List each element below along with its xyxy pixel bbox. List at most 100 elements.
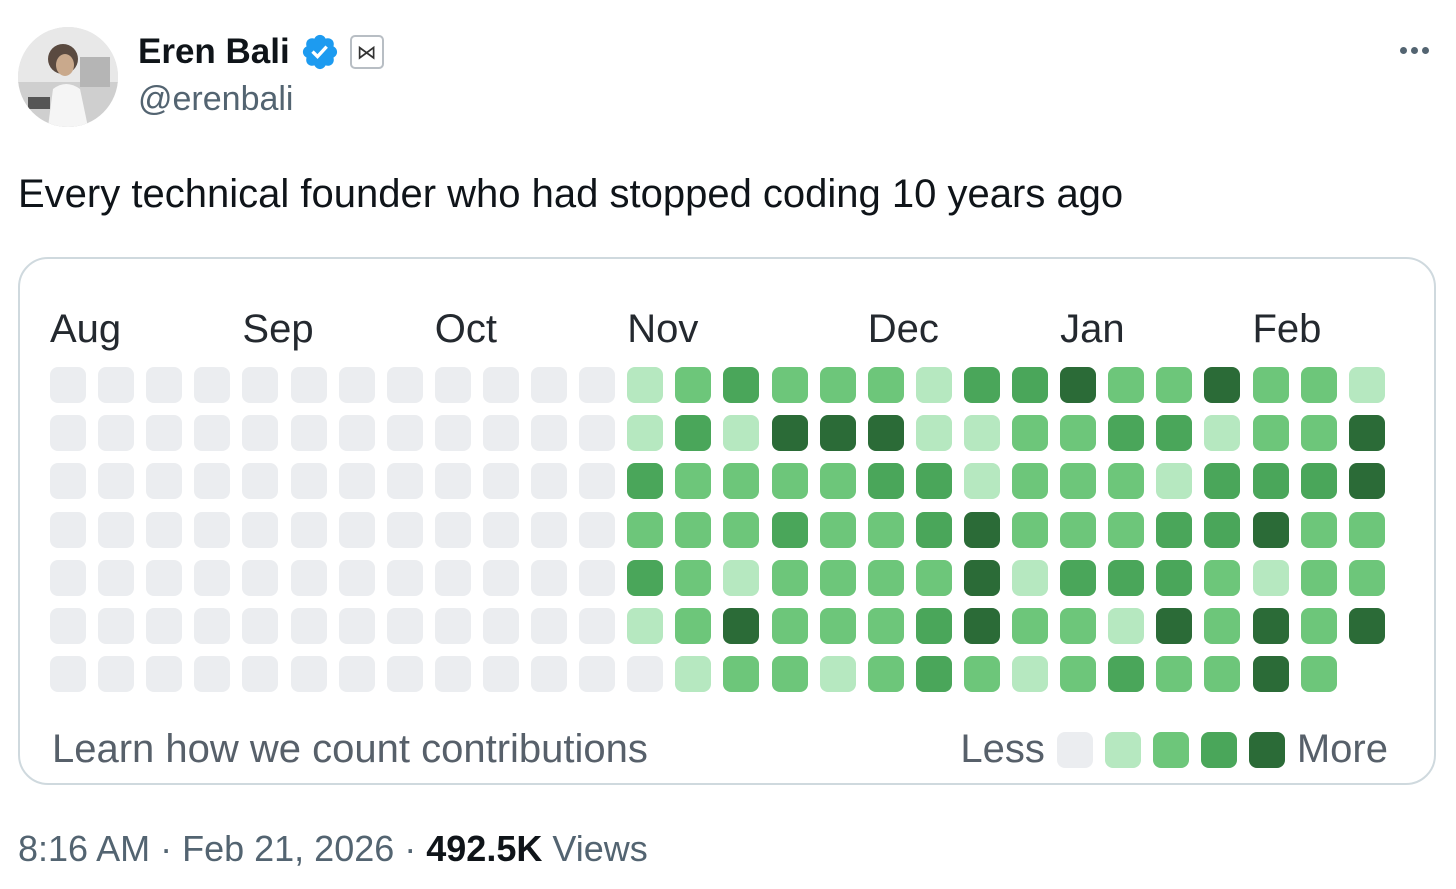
- contribution-day-cell[interactable]: [819, 656, 856, 693]
- contribution-day-cell[interactable]: [50, 367, 86, 403]
- contribution-day-cell[interactable]: [675, 415, 712, 452]
- contribution-day-cell[interactable]: [290, 656, 327, 693]
- contribution-day-cell[interactable]: [579, 559, 616, 596]
- contribution-day-cell[interactable]: [1156, 463, 1193, 500]
- tweet-time[interactable]: 8:16 AM: [18, 828, 151, 869]
- contribution-day-cell[interactable]: [1156, 559, 1193, 596]
- contribution-day-cell[interactable]: [819, 367, 856, 403]
- contribution-day-cell[interactable]: [1204, 415, 1241, 452]
- contribution-day-cell[interactable]: [50, 415, 86, 452]
- contribution-day-cell[interactable]: [675, 367, 712, 403]
- contribution-day-cell[interactable]: [1156, 608, 1193, 644]
- contribution-day-cell[interactable]: [386, 415, 423, 452]
- contribution-day-cell[interactable]: [675, 608, 712, 644]
- contribution-day-cell[interactable]: [434, 367, 471, 403]
- contribution-day-cell[interactable]: [242, 511, 279, 548]
- contribution-day-cell[interactable]: [1348, 463, 1385, 500]
- contribution-day-cell[interactable]: [50, 656, 86, 693]
- contribution-day-cell[interactable]: [627, 559, 664, 596]
- contribution-day-cell[interactable]: [1108, 608, 1145, 644]
- contribution-day-cell[interactable]: [915, 559, 952, 596]
- contribution-day-cell[interactable]: [338, 559, 375, 596]
- contribution-day-cell[interactable]: [290, 463, 327, 500]
- contribution-day-cell[interactable]: [1012, 608, 1048, 644]
- contribution-day-cell[interactable]: [242, 559, 279, 596]
- contribution-day-cell[interactable]: [579, 367, 616, 403]
- contribution-day-cell[interactable]: [1204, 511, 1241, 548]
- contribution-day-cell[interactable]: [1252, 511, 1289, 548]
- contribution-day-cell[interactable]: [482, 656, 519, 693]
- contribution-day-cell[interactable]: [1108, 559, 1145, 596]
- contribution-day-cell[interactable]: [434, 559, 471, 596]
- contribution-day-cell[interactable]: [723, 559, 760, 596]
- contribution-day-cell[interactable]: [771, 656, 808, 693]
- author-display-name[interactable]: Eren Bali: [138, 32, 290, 71]
- contribution-day-cell[interactable]: [579, 656, 616, 693]
- contribution-day-cell[interactable]: [963, 559, 1000, 596]
- contribution-day-cell[interactable]: [1204, 608, 1241, 644]
- contribution-day-cell[interactable]: [1012, 511, 1048, 548]
- contribution-day-cell[interactable]: [98, 415, 135, 452]
- contribution-day-cell[interactable]: [242, 463, 279, 500]
- contribution-day-cell[interactable]: [723, 463, 760, 500]
- contribution-day-cell[interactable]: [194, 511, 231, 548]
- contribution-day-cell[interactable]: [146, 656, 183, 693]
- contribution-day-cell[interactable]: [627, 463, 664, 500]
- contribution-day-cell[interactable]: [675, 656, 712, 693]
- contribution-day-cell[interactable]: [146, 367, 183, 403]
- contribution-day-cell[interactable]: [242, 415, 279, 452]
- contribution-day-cell[interactable]: [1252, 367, 1289, 403]
- contribution-day-cell[interactable]: [482, 415, 519, 452]
- contribution-day-cell[interactable]: [338, 415, 375, 452]
- contribution-day-cell[interactable]: [98, 463, 135, 500]
- contribution-day-cell[interactable]: [386, 656, 423, 693]
- contribution-day-cell[interactable]: [386, 463, 423, 500]
- contribution-day-cell[interactable]: [915, 367, 952, 403]
- contribution-day-cell[interactable]: [146, 511, 183, 548]
- contribution-day-cell[interactable]: [627, 656, 664, 693]
- contribution-day-cell[interactable]: [386, 367, 423, 403]
- contribution-day-cell[interactable]: [386, 608, 423, 644]
- contribution-day-cell[interactable]: [771, 415, 808, 452]
- contribution-day-cell[interactable]: [1156, 415, 1193, 452]
- contribution-day-cell[interactable]: [386, 511, 423, 548]
- contribution-day-cell[interactable]: [1252, 559, 1289, 596]
- contribution-day-cell[interactable]: [1204, 367, 1241, 403]
- contribution-day-cell[interactable]: [290, 559, 327, 596]
- contribution-day-cell[interactable]: [627, 415, 664, 452]
- contribution-day-cell[interactable]: [1252, 608, 1289, 644]
- contribution-day-cell[interactable]: [867, 463, 904, 500]
- contribution-day-cell[interactable]: [1300, 608, 1337, 644]
- tweet-date[interactable]: Feb 21, 2026: [182, 828, 395, 869]
- contribution-day-cell[interactable]: [531, 415, 567, 452]
- contribution-day-cell[interactable]: [723, 608, 760, 644]
- contribution-day-cell[interactable]: [194, 367, 231, 403]
- contribution-day-cell[interactable]: [338, 656, 375, 693]
- contribution-day-cell[interactable]: [531, 367, 567, 403]
- contribution-day-cell[interactable]: [482, 511, 519, 548]
- contribution-day-cell[interactable]: [146, 608, 183, 644]
- contribution-day-cell[interactable]: [338, 608, 375, 644]
- contribution-day-cell[interactable]: [1060, 367, 1097, 403]
- contribution-day-cell[interactable]: [675, 511, 712, 548]
- contribution-day-cell[interactable]: [482, 559, 519, 596]
- contribution-day-cell[interactable]: [434, 463, 471, 500]
- contribution-day-cell[interactable]: [242, 656, 279, 693]
- contribution-day-cell[interactable]: [1108, 656, 1145, 693]
- contribution-day-cell[interactable]: [531, 559, 567, 596]
- contribution-day-cell[interactable]: [1204, 559, 1241, 596]
- contribution-day-cell[interactable]: [146, 559, 183, 596]
- contribution-day-cell[interactable]: [434, 608, 471, 644]
- contribution-day-cell[interactable]: [1108, 511, 1145, 548]
- contribution-day-cell[interactable]: [915, 511, 952, 548]
- contribution-day-cell[interactable]: [867, 559, 904, 596]
- bowtie-icon[interactable]: ⋈: [349, 35, 384, 69]
- contribution-day-cell[interactable]: [771, 367, 808, 403]
- contribution-day-cell[interactable]: [146, 415, 183, 452]
- contribution-day-cell[interactable]: [338, 367, 375, 403]
- contribution-day-cell[interactable]: [1300, 463, 1337, 500]
- contribution-day-cell[interactable]: [1108, 463, 1145, 500]
- contribution-day-cell[interactable]: [1348, 559, 1385, 596]
- contribution-day-cell[interactable]: [723, 415, 760, 452]
- contribution-day-cell[interactable]: [819, 415, 856, 452]
